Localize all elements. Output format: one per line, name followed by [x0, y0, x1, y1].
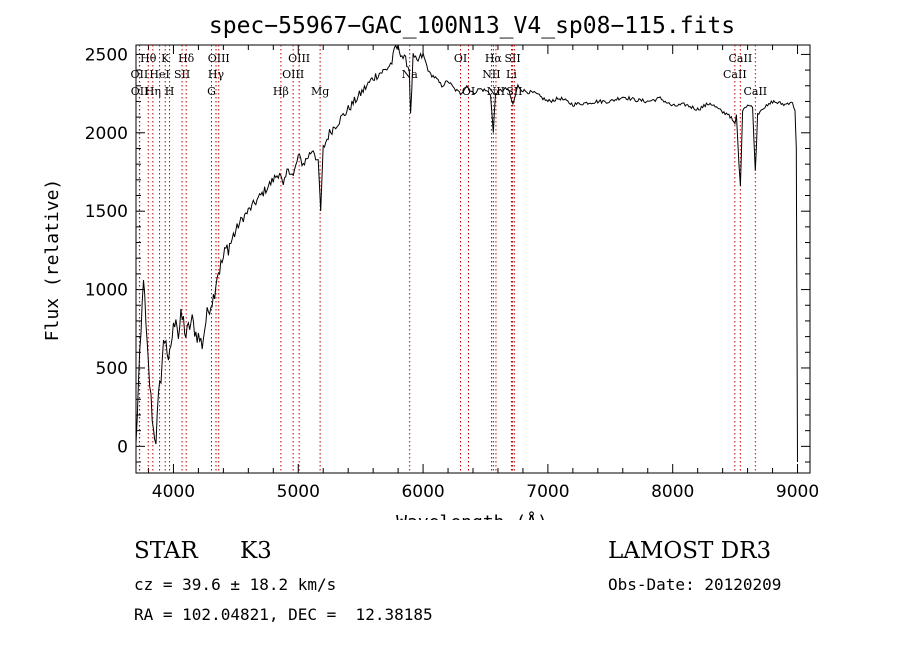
spectral-line-label: OII	[131, 68, 149, 81]
observation-date: Obs-Date: 20120209	[608, 575, 782, 594]
spectral-line-label: Hθ	[140, 52, 157, 65]
redshift-velocity: cz = 39.6 ± 18.2 km/s	[134, 575, 337, 594]
spectral-line-label: Hη	[145, 85, 161, 98]
spectral-line-label: SII	[174, 68, 190, 81]
y-tick-label: 2000	[85, 124, 128, 144]
survey-name: LAMOST DR3	[608, 538, 772, 564]
x-tick-label: 9000	[776, 482, 819, 502]
object-class: STAR	[134, 538, 198, 564]
spectral-line-label: CaII	[729, 52, 753, 65]
coordinates: RA = 102.04821, DEC = 12.38185	[134, 605, 433, 624]
spectral-line-label: OIII	[282, 68, 304, 81]
y-tick-label: 1500	[85, 202, 128, 222]
spectral-line-label: Li	[506, 68, 517, 81]
spectral-line-label: Hγ	[208, 68, 225, 81]
y-tick-label: 2500	[85, 45, 128, 65]
spectral-line-label: H	[165, 85, 175, 98]
spectral-line-label: NII	[487, 85, 505, 98]
spectral-line-label: CaII	[723, 68, 747, 81]
spectral-line-label: OIII	[288, 52, 310, 65]
y-tick-label: 1000	[85, 281, 128, 301]
x-axis-label: Wavelength (Å)	[396, 511, 548, 520]
spectral-line-label: Hδ	[178, 52, 195, 65]
x-tick-label: 8000	[651, 482, 694, 502]
spectral-line-label: Hβ	[273, 85, 289, 98]
x-tick-label: 5000	[277, 482, 320, 502]
y-tick-label: 0	[117, 437, 128, 457]
x-tick-label: 4000	[152, 482, 195, 502]
object-subclass: K3	[240, 538, 272, 564]
x-tick-label: 7000	[526, 482, 569, 502]
y-tick-label: 500	[96, 359, 128, 379]
spectral-line-label: OI	[454, 52, 467, 65]
spectral-line-label: NII	[482, 68, 500, 81]
spectral-line-label: OIII	[208, 52, 230, 65]
spectral-line-label: Na	[402, 68, 419, 81]
chart-title: spec−55967−GAC_100N13_V4_sp08−115.fits	[209, 13, 735, 39]
spectrum-series-line	[136, 45, 798, 463]
spectral-line-label: HeI	[149, 68, 169, 81]
spectral-line-label: SII	[504, 52, 520, 65]
spectral-line-label: G	[207, 85, 216, 98]
x-tick-label: 6000	[401, 482, 444, 502]
spectral-line-label: K	[161, 52, 170, 65]
y-axis-label: Flux (relative)	[42, 179, 63, 342]
spectral-line-label: SII	[506, 85, 522, 98]
spectral-line-label: OII	[131, 85, 149, 98]
spectrum-chart: spec−55967−GAC_100N13_V4_sp08−115.fits 4…	[42, 13, 819, 520]
spectral-line-label: Hα	[485, 52, 503, 65]
spectral-line-label: CaII	[743, 85, 767, 98]
spectral-line-label: Mg	[311, 85, 329, 98]
plot-frame	[135, 44, 811, 474]
